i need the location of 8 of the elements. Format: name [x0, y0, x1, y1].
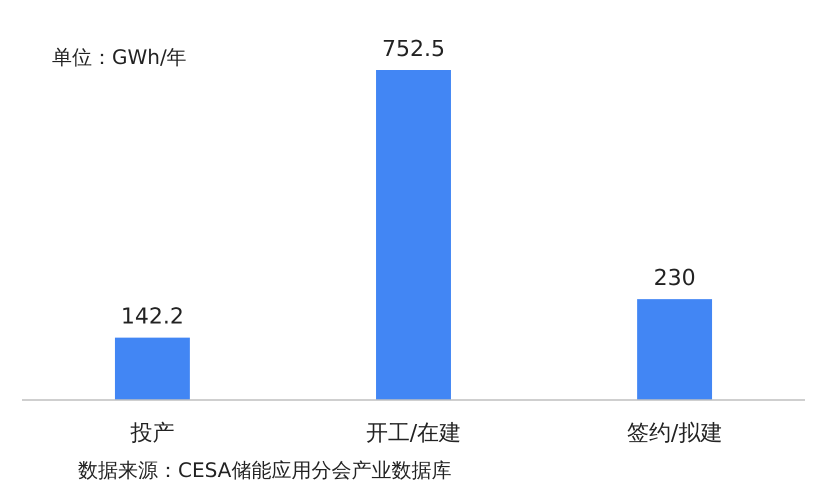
x-tick-label: 开工/在建 — [366, 421, 462, 446]
x-tick-label: 投产 — [129, 421, 174, 446]
data-label: 752.5 — [382, 37, 445, 62]
data-label: 142.2 — [120, 304, 184, 330]
y-axis-title: 单位：GWh/年 — [52, 45, 187, 69]
x-tick-label: 签约/拟建 — [626, 421, 722, 446]
data-label: 230 — [654, 266, 696, 292]
source-note: 数据来源：CESA储能应用分会产业数据库 — [78, 458, 452, 482]
